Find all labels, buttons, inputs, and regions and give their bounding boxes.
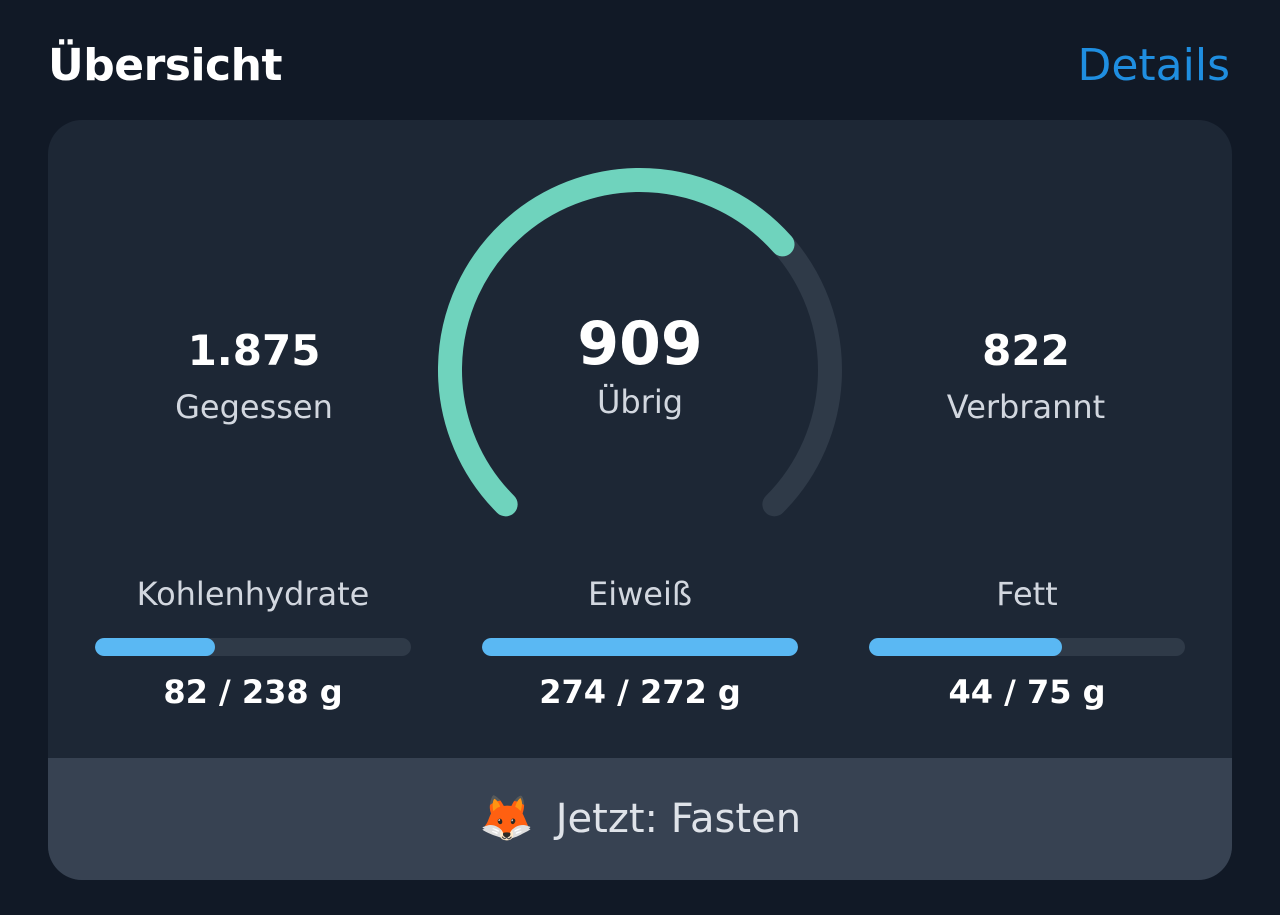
macro-progress-fill — [95, 638, 216, 656]
macro-value: 82 / 238 g — [163, 673, 343, 711]
remaining-label: Übrig — [596, 383, 684, 421]
macro-progress-fill — [482, 638, 798, 656]
overview-card: 1.875 Gegessen 909 Übrig 822 Verbrannt K… — [48, 120, 1232, 880]
macro-value: 274 / 272 g — [539, 673, 741, 711]
remaining-value: 909 — [577, 309, 703, 379]
burned-label: Verbrannt — [946, 388, 1106, 426]
fox-icon: 🦊 — [478, 793, 534, 844]
macro-fat: Fett 44 / 75 g — [869, 572, 1185, 712]
page-title: Übersicht — [48, 40, 282, 91]
burned-stat: 822 Verbrannt — [866, 325, 1186, 429]
macro-name: Fett — [996, 575, 1058, 613]
macro-progress-track — [482, 638, 798, 656]
macro-name: Kohlenhydrate — [136, 575, 370, 613]
burned-value: 822 — [982, 326, 1070, 375]
macro-progress-fill — [869, 638, 1062, 656]
eaten-label: Gegessen — [175, 388, 333, 426]
calorie-gauge — [438, 168, 842, 517]
fasting-status-bar[interactable]: 🦊 Jetzt: Fasten — [48, 758, 1232, 880]
macro-carbs: Kohlenhydrate 82 / 238 g — [95, 572, 411, 712]
eaten-stat: 1.875 Gegessen — [94, 325, 414, 429]
macro-progress-track — [95, 638, 411, 656]
macro-progress-track — [869, 638, 1185, 656]
macro-protein: Eiweiß 274 / 272 g — [482, 572, 798, 712]
gauge-progress — [438, 168, 795, 517]
macro-name: Eiweiß — [587, 575, 692, 613]
details-link[interactable]: Details — [1077, 40, 1230, 91]
eaten-value: 1.875 — [187, 326, 321, 375]
remaining-stat: 909 Übrig — [480, 310, 800, 424]
macro-value: 44 / 75 g — [948, 673, 1106, 711]
fasting-status-text: Jetzt: Fasten — [555, 796, 802, 842]
